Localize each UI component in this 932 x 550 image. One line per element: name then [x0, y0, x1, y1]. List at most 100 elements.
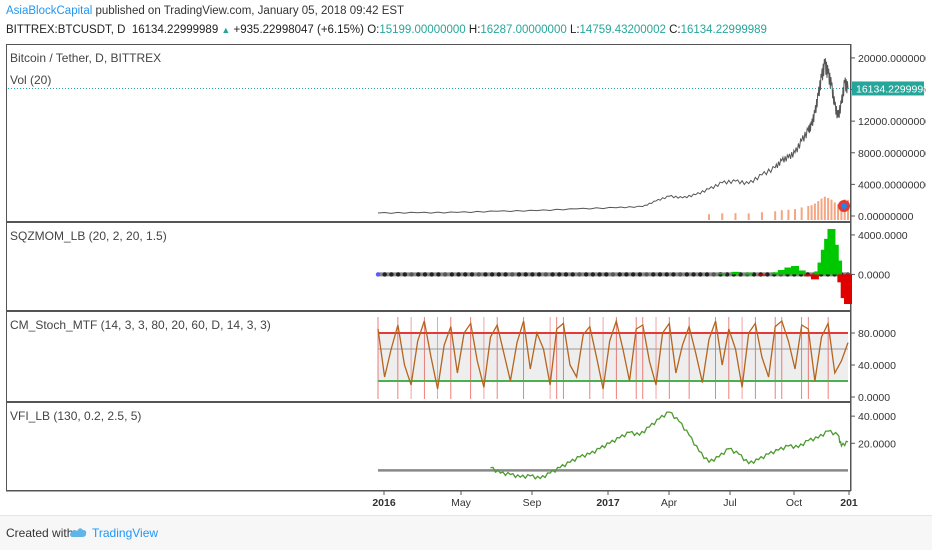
- vfi-pane[interactable]: [6, 402, 851, 491]
- squeeze-dot: [422, 272, 428, 277]
- squeeze-dot: [395, 272, 401, 277]
- squeeze-dot: [597, 272, 602, 277]
- squeeze-dot: [751, 272, 757, 277]
- squeeze-dot: [704, 272, 710, 277]
- vfi-axis-tick-label: 20.0000: [858, 438, 896, 450]
- stoch-series: [377, 318, 849, 390]
- time-tick-label: Sep: [523, 497, 542, 509]
- up-arrow-icon: ▲: [221, 25, 231, 35]
- sqzmom-axis: 4000.0000 0.0000: [851, 230, 908, 281]
- low-label: L:: [569, 24, 580, 36]
- ohlc-line: BITTREX:BTCUSDT, D 16134.22999989 ▲ +935…: [6, 24, 767, 36]
- squeeze-dot: [711, 272, 716, 277]
- squeeze-dot: [409, 272, 414, 277]
- publish-info: published on TradingView.com, January 05…: [95, 5, 405, 17]
- squeeze-dot: [503, 272, 508, 277]
- volume-bar: [833, 202, 836, 220]
- open-value: 15199.00000000: [379, 24, 466, 36]
- momentum-bar: [791, 266, 800, 275]
- time-tick-label: 201: [840, 497, 858, 509]
- squeeze-dot: [389, 272, 394, 277]
- stoch-axis: 80.0000 40.0000 0.0000: [851, 328, 896, 404]
- volume-bar: [774, 211, 777, 220]
- volume-bar: [837, 204, 840, 220]
- squeeze-dot: [557, 272, 562, 277]
- squeeze-dot: [456, 272, 461, 277]
- squeeze-dot: [510, 272, 515, 277]
- momentum-bar: [797, 270, 806, 275]
- squeeze-dot: [463, 272, 468, 277]
- symbol-label: BITTREX:BTCUSDT, D: [6, 24, 126, 36]
- momentum-bar: [731, 271, 740, 275]
- squeeze-dot: [563, 272, 569, 277]
- price-series: [377, 58, 849, 214]
- squeeze-dot: [664, 272, 669, 277]
- stoch-axis-tick-label: 0.0000: [858, 392, 890, 404]
- price-axis-tick-label: 0.00000000: [858, 211, 914, 223]
- momentum-bar: [744, 272, 753, 275]
- squeeze-dot: [630, 272, 636, 277]
- momentum-bar: [844, 274, 852, 305]
- price-pane[interactable]: [6, 44, 851, 222]
- vfi-axis-tick-label: 40.0000: [858, 411, 896, 423]
- squeeze-dot: [577, 272, 582, 277]
- change-value: +935.22998047 (+6.15%): [233, 24, 364, 36]
- squeeze-dot: [583, 272, 589, 277]
- volume-bar: [807, 206, 810, 220]
- volume-bar: [820, 198, 823, 220]
- open-label: O:: [367, 24, 380, 36]
- stoch-title: CM_Stoch_MTF (14, 3, 3, 80, 20, 60, D, 1…: [10, 318, 271, 332]
- squeeze-dot: [476, 272, 481, 277]
- squeeze-dot: [590, 272, 596, 277]
- squeeze-dot: [469, 272, 475, 277]
- momentum-bar: [834, 260, 843, 275]
- author-link[interactable]: AsiaBlockCapital: [6, 5, 93, 17]
- price-axis-tick-label: 4000.00000000: [858, 179, 926, 191]
- squeeze-dot: [496, 272, 502, 277]
- time-axis: 2016 May Sep 2017 Apr Jul Oct 201: [372, 491, 858, 509]
- sqzmom-bars: [718, 228, 852, 305]
- squeeze-dot: [429, 272, 434, 277]
- tradingview-brand-link[interactable]: TradingView: [92, 526, 159, 540]
- chart-canvas[interactable]: Bitcoin / Tether, D, BITTREX Vol (20) SQ…: [6, 44, 926, 510]
- tradingview-logo-icon[interactable]: [68, 524, 88, 542]
- volume-bar: [817, 201, 820, 220]
- volume-bar: [830, 199, 833, 220]
- close-value: 16134.22999989: [680, 24, 767, 36]
- price-axis-tick-label: 20000.00000000: [858, 53, 926, 65]
- squeeze-dot: [671, 272, 676, 277]
- sqzmom-title: SQZMOM_LB (20, 2, 20, 1.5): [10, 229, 167, 243]
- squeeze-dot: [677, 272, 683, 277]
- time-tick-label: Apr: [661, 497, 678, 509]
- squeeze-dot: [651, 272, 656, 277]
- sqzmom-axis-tick-label: 0.0000: [858, 269, 890, 281]
- volume-bar: [780, 210, 783, 220]
- squeeze-dot: [402, 272, 408, 277]
- squeeze-dot: [483, 272, 488, 277]
- squeeze-dot: [550, 272, 555, 277]
- footer: Created with TradingView: [0, 515, 932, 550]
- momentum-bar: [757, 274, 766, 276]
- squeeze-dot: [765, 272, 770, 277]
- time-tick-label: Oct: [786, 497, 802, 509]
- squeeze-dot: [382, 272, 387, 277]
- time-tick-label: 2017: [596, 497, 620, 509]
- price-pane-title: Bitcoin / Tether, D, BITTREX: [10, 51, 161, 65]
- momentum-bar: [771, 272, 780, 275]
- volume-bar: [707, 214, 710, 220]
- squeeze-dot: [617, 272, 622, 277]
- stoch-axis-tick-label: 40.0000: [858, 360, 896, 372]
- squeeze-dot: [516, 272, 522, 277]
- squeeze-dot: [637, 272, 643, 277]
- sqzmom-pane[interactable]: [6, 222, 851, 311]
- stoch-cross-lines: [377, 317, 829, 399]
- squeeze-dot: [691, 272, 696, 277]
- squeeze-dot: [570, 272, 575, 277]
- squeeze-dot: [489, 272, 495, 277]
- stoch-band: [378, 333, 848, 381]
- close-label: C:: [669, 24, 681, 36]
- momentum-bar: [784, 267, 793, 275]
- time-tick-label: Jul: [723, 497, 736, 509]
- momentum-bar: [804, 274, 813, 277]
- squeeze-dot: [442, 272, 448, 277]
